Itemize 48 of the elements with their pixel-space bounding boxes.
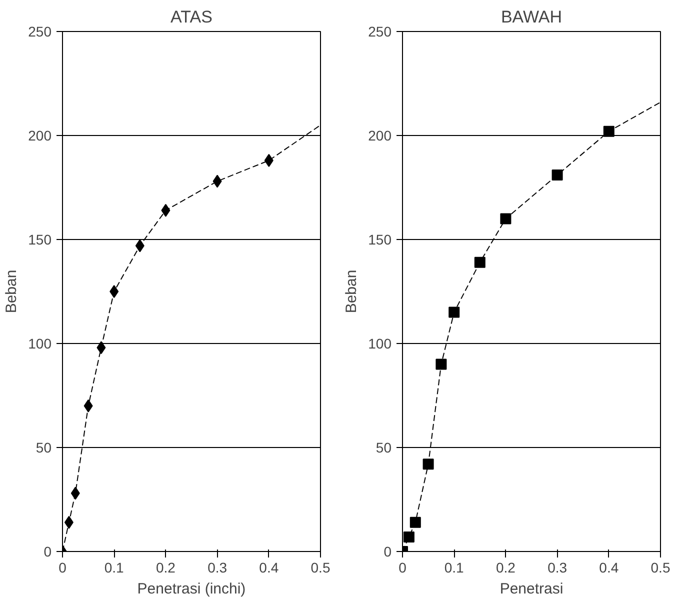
x-tick-label: 0.1 [104,560,124,576]
x-tick-label: 0.4 [259,560,279,576]
point [474,256,486,268]
x-tick-label: 0.5 [650,560,670,576]
point [161,204,170,217]
x-tick-label: 0.2 [496,560,516,576]
y-axis-title: Beban [3,270,20,314]
y-tick-label: 50 [376,440,392,456]
y-tick-label: 200 [368,128,392,144]
point [403,531,414,542]
y-tick-label: 0 [384,544,392,560]
y-tick-label: 250 [368,24,392,40]
point [603,126,614,137]
y-tick-label: 100 [28,336,52,352]
y-tick-label: 100 [368,336,392,352]
y-tick-label: 50 [36,440,52,456]
point [212,174,222,188]
y-tick-label: 150 [28,232,52,248]
point [110,285,119,298]
x-axis-title: Penetrasi (inchi) [137,580,246,598]
y-tick-label: 250 [28,24,52,40]
point [70,486,80,500]
x-tick-label: 0.1 [444,560,464,576]
chart-title: BAWAH [500,8,562,26]
x-tick-label: 0.3 [548,560,568,576]
point [410,516,421,528]
point [64,516,74,529]
point [552,170,563,181]
x-tick-label: 0.2 [156,560,176,576]
point [422,458,434,470]
point [264,154,274,167]
point [436,358,447,370]
x-tick-label: 0.5 [310,560,330,576]
x-tick-label: 0.3 [208,560,228,576]
x-tick-label: 0.4 [599,560,619,576]
x-tick-label: 0 [58,560,67,576]
point [500,213,512,224]
point [84,399,93,412]
x-tick-label: 0 [398,560,407,576]
y-axis-title: Beban [343,270,360,314]
y-tick-label: 150 [368,232,392,248]
x-axis-title: Penetrasi [500,580,564,598]
point [96,341,106,354]
point [135,239,144,252]
chart-title: ATAS [170,8,212,26]
y-tick-label: 0 [44,544,52,560]
point [448,306,460,318]
y-tick-label: 200 [28,128,52,144]
